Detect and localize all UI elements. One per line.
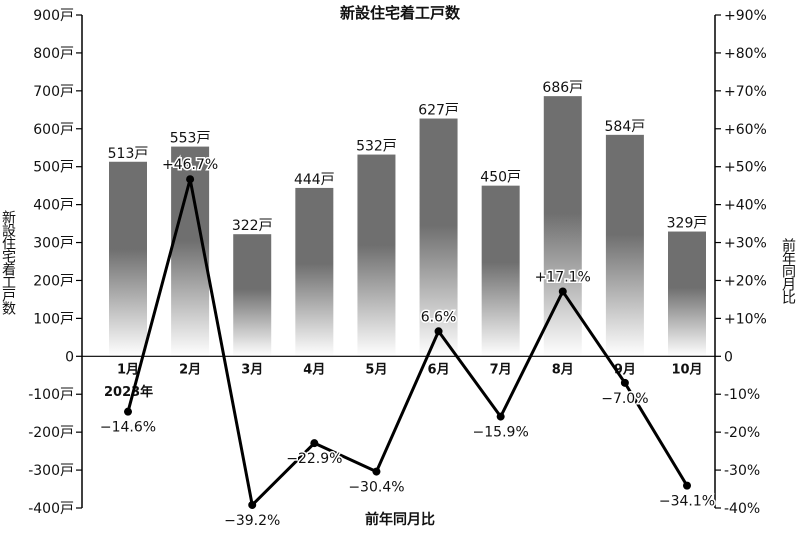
right-tick-label: +50% xyxy=(724,160,767,176)
bar-value-label: 322戸 xyxy=(232,218,273,234)
bar-4 xyxy=(295,187,334,357)
bar-value-label: 329戸 xyxy=(667,216,708,232)
bar-value-label: 584戸 xyxy=(605,119,646,135)
category-label: 10月 xyxy=(671,362,702,377)
line-value-label: 6.6% xyxy=(421,309,457,325)
bar-value-label: 553戸 xyxy=(170,131,211,147)
category-label: 3月 xyxy=(241,362,263,377)
bar-value-label: 627戸 xyxy=(418,103,459,119)
line-point-1 xyxy=(124,407,132,416)
line-point-5 xyxy=(372,467,381,476)
left-tick-label: 100戸 xyxy=(33,311,74,327)
left-tick-label: 900戸 xyxy=(33,8,74,24)
bar-value-label: 532戸 xyxy=(356,139,397,155)
bar-value-label: 450戸 xyxy=(480,170,521,186)
left-tick-label: 200戸 xyxy=(33,273,74,289)
line-value-label: −15.9% xyxy=(473,425,529,441)
bar-value-label: 513戸 xyxy=(108,146,149,162)
category-label: 5月 xyxy=(365,362,387,377)
right-tick-label: 0 xyxy=(724,349,733,365)
line-point-6 xyxy=(434,327,443,336)
line-point-8 xyxy=(558,287,567,296)
right-tick-label: +80% xyxy=(724,46,767,62)
line-value-label: −30.4% xyxy=(348,480,404,496)
bar-3 xyxy=(233,234,272,357)
line-value-label: −34.1% xyxy=(659,494,715,510)
line-point-3 xyxy=(248,500,257,509)
line-point-2 xyxy=(186,175,195,184)
bar-value-label: 686戸 xyxy=(542,80,583,96)
right-tick-label: +30% xyxy=(724,236,767,252)
bar-1 xyxy=(109,161,147,357)
right-tick-label: -40% xyxy=(724,501,760,517)
right-tick-label: +20% xyxy=(724,273,767,289)
category-label: 4月 xyxy=(303,362,325,377)
left-tick-label: 0 xyxy=(65,349,74,365)
right-axis-title: 前年同月比 xyxy=(780,238,796,303)
left-tick-label: -400戸 xyxy=(28,501,74,517)
right-tick-label: +60% xyxy=(724,122,767,138)
right-tick-label: -10% xyxy=(724,387,760,403)
left-tick-label: 500戸 xyxy=(33,160,74,176)
yoy-line xyxy=(126,177,689,507)
left-tick-label: 400戸 xyxy=(33,198,74,214)
x-axis-title: 前年同月比 xyxy=(365,512,435,528)
left-tick-label: 300戸 xyxy=(33,236,74,252)
line-point-4 xyxy=(310,439,319,448)
line-point-9 xyxy=(620,378,629,387)
left-tick-label: 700戸 xyxy=(33,84,74,100)
right-tick-label: +90% xyxy=(724,8,767,24)
line-value-label: −7.0% xyxy=(601,391,648,407)
left-tick-label: 600戸 xyxy=(33,122,74,138)
chart-title: 新設住宅着工戸数 xyxy=(339,4,460,22)
category-label: 7月 xyxy=(490,362,512,377)
line-point-7 xyxy=(496,412,505,421)
bar-5 xyxy=(357,154,396,357)
bar-8 xyxy=(543,96,582,357)
right-tick-label: -20% xyxy=(724,425,760,441)
right-tick-label: +70% xyxy=(724,84,767,100)
category-label: 2月 xyxy=(179,362,201,377)
left-tick-label: -100戸 xyxy=(28,387,74,403)
left-tick-label: -300戸 xyxy=(28,463,74,479)
bar-7 xyxy=(481,185,520,357)
line-value-label: −14.6% xyxy=(100,420,156,436)
line-value-label: +46.7% xyxy=(162,157,218,173)
right-tick-label: +10% xyxy=(724,311,767,327)
line-value-label: +17.1% xyxy=(535,269,591,285)
left-tick-label: -200戸 xyxy=(28,425,74,441)
bar-value-label: 444戸 xyxy=(294,172,335,188)
line-point-10 xyxy=(683,481,691,490)
line-value-label: −22.9% xyxy=(286,451,342,467)
right-tick-label: -30% xyxy=(724,463,760,479)
category-label: 8月 xyxy=(552,362,574,377)
year-label: 2023年 xyxy=(104,385,154,400)
left-tick-label: 800戸 xyxy=(33,46,74,62)
right-tick-label: +40% xyxy=(724,198,767,214)
bar-10 xyxy=(668,231,706,357)
line-value-label: −39.2% xyxy=(224,513,280,529)
left-axis-title: 新設住宅着工戸数 xyxy=(0,210,16,314)
category-label: 1月 xyxy=(117,362,139,377)
category-label: 6月 xyxy=(428,362,450,377)
bar-6 xyxy=(419,118,458,357)
bar-9 xyxy=(605,134,644,357)
